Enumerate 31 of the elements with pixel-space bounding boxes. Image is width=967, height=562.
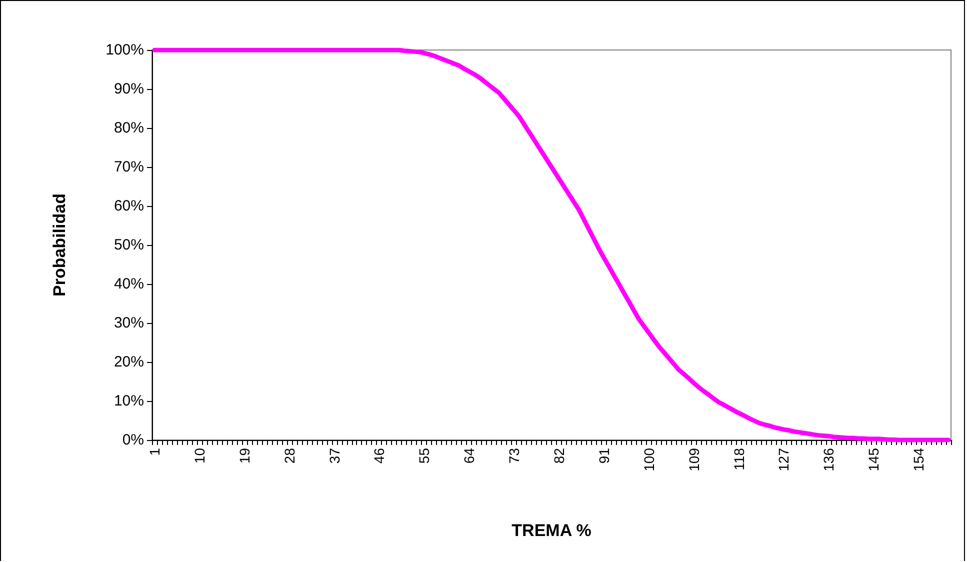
y-tick-label: 70% [114, 158, 144, 176]
x-tick-label: 154 [910, 448, 927, 472]
x-tick-label: 64 [461, 448, 478, 464]
x-tick-label: 37 [326, 448, 342, 464]
x-tick-label: 73 [506, 448, 522, 464]
x-tick-label: 46 [371, 448, 388, 464]
x-tick-label: 127 [776, 448, 792, 472]
x-tick-label: 145 [866, 448, 882, 472]
x-tick-label: 91 [596, 448, 612, 464]
x-tick-label: 100 [640, 448, 657, 472]
x-axis-title: TREMA % [512, 521, 592, 540]
y-tick-label: 20% [114, 354, 144, 370]
x-tick-label: 82 [550, 448, 567, 464]
y-tick-label: 50% [114, 236, 144, 254]
y-axis-title: Probabilidad [50, 194, 69, 296]
y-tick-label: 90% [114, 80, 144, 98]
x-tick-label: 10 [191, 448, 208, 464]
y-tick-label: 30% [114, 314, 144, 332]
y-tick-label: 60% [114, 198, 144, 214]
y-tick-label: 0% [122, 432, 144, 448]
x-tick-label: 136 [820, 448, 837, 472]
y-tick-label: 100% [106, 42, 144, 58]
y-tick-label: 40% [114, 276, 144, 292]
x-tick-label: 109 [686, 448, 702, 472]
x-tick-label: 28 [281, 448, 298, 464]
x-tick-label: 55 [416, 448, 432, 464]
x-tick-label: 1 [146, 448, 162, 456]
x-tick-label: 118 [730, 448, 747, 470]
x-tick-label: 19 [236, 448, 252, 464]
y-tick-label: 10% [114, 392, 144, 410]
y-tick-label: 80% [114, 120, 144, 136]
